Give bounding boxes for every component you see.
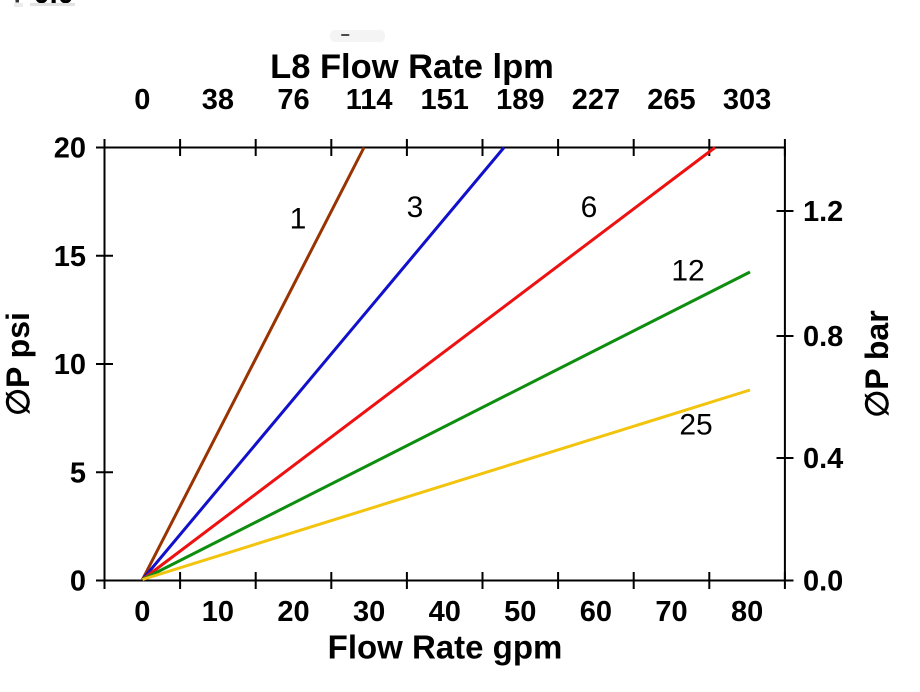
- svg-text:30: 30: [353, 596, 385, 628]
- svg-text:151: 151: [421, 84, 469, 116]
- svg-text:70: 70: [655, 596, 687, 628]
- svg-text:76: 76: [277, 84, 309, 116]
- svg-text:0.4: 0.4: [803, 443, 843, 475]
- svg-text:∅P bar: ∅P bar: [859, 310, 895, 417]
- svg-text:60: 60: [580, 596, 612, 628]
- svg-text:1.2: 1.2: [803, 196, 843, 228]
- svg-text:114: 114: [346, 84, 393, 116]
- svg-text:40: 40: [429, 596, 461, 628]
- svg-text:303: 303: [723, 84, 771, 116]
- svg-text:0: 0: [70, 566, 86, 598]
- svg-text:0.0: 0.0: [803, 566, 843, 598]
- svg-text:10: 10: [202, 596, 234, 628]
- svg-text:12: 12: [671, 255, 704, 288]
- svg-text:5: 5: [70, 457, 86, 489]
- svg-text:L8 Flow Rate lpm: L8 Flow Rate lpm: [270, 48, 554, 86]
- svg-text:0: 0: [134, 84, 150, 116]
- svg-text:265: 265: [647, 84, 695, 116]
- svg-text:38: 38: [202, 84, 234, 116]
- svg-text:1: 1: [290, 203, 307, 236]
- svg-text:10: 10: [54, 349, 86, 381]
- svg-text:6: 6: [581, 191, 598, 224]
- svg-text:50: 50: [504, 596, 536, 628]
- svg-text:15: 15: [54, 241, 86, 273]
- svg-text:189: 189: [496, 84, 544, 116]
- svg-text:3: 3: [407, 191, 424, 224]
- svg-text:20: 20: [277, 596, 309, 628]
- svg-text:80: 80: [731, 596, 763, 628]
- svg-text:∅P psi: ∅P psi: [0, 312, 36, 416]
- svg-text:Flow Rate gpm: Flow Rate gpm: [328, 629, 563, 666]
- svg-text:25: 25: [679, 409, 712, 442]
- svg-text:0: 0: [134, 596, 150, 628]
- svg-text:227: 227: [572, 84, 620, 116]
- svg-text:20: 20: [54, 133, 86, 165]
- svg-text:0.8: 0.8: [803, 321, 843, 353]
